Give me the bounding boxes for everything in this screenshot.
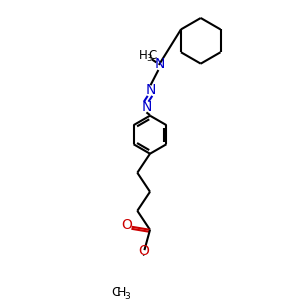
Text: C: C	[149, 49, 157, 62]
Text: 3: 3	[124, 292, 130, 300]
Text: H: H	[117, 286, 126, 299]
Text: C: C	[111, 286, 120, 299]
Text: H: H	[139, 49, 148, 62]
Text: N: N	[142, 100, 152, 114]
Text: N: N	[155, 57, 165, 71]
Text: O: O	[122, 218, 133, 232]
Text: N: N	[146, 83, 156, 97]
Text: 3: 3	[146, 54, 152, 63]
Text: O: O	[138, 244, 149, 258]
